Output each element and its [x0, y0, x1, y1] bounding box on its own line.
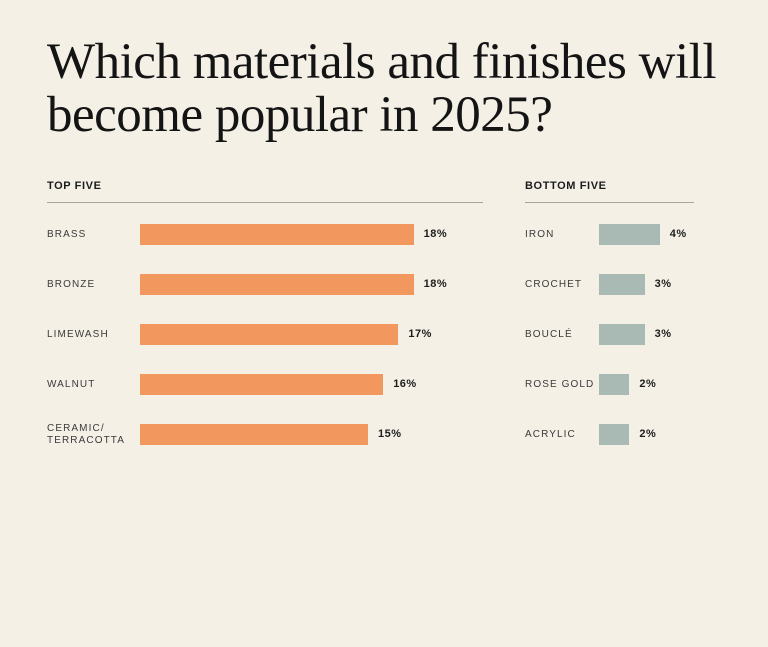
category-label: CROCHET	[525, 279, 583, 290]
category-label: BRONZE	[47, 279, 96, 290]
divider	[525, 202, 694, 203]
bar-row: BRASS 18%	[47, 224, 483, 250]
bar-row: BOUCLÉ 3%	[525, 324, 694, 350]
bar	[599, 274, 645, 295]
bar-row: ROSE GOLD 2%	[525, 374, 694, 400]
value-label: 15%	[378, 428, 402, 440]
category-label: ACRYLIC	[525, 429, 576, 440]
value-label: 17%	[408, 328, 432, 340]
bar	[599, 374, 630, 395]
value-label: 16%	[393, 378, 417, 390]
value-label: 2%	[639, 378, 657, 390]
category-label: IRON	[525, 229, 555, 240]
value-label: 2%	[639, 428, 657, 440]
bar-row: ACRYLIC 2%	[525, 424, 694, 450]
top-five-chart: TOP FIVE BRASS 18% BRONZE 18% LIMEWASH 17% WAL…	[47, 180, 483, 446]
bottom-five-heading: BOTTOM FIVE	[525, 180, 607, 192]
value-label: 18%	[423, 278, 448, 290]
page-title: Which materials and finishes will become…	[47, 34, 717, 143]
bar-row: CROCHET 3%	[525, 274, 694, 300]
category-label: LIMEWASH	[47, 329, 109, 340]
bar	[599, 324, 645, 345]
bar-row: WALNUT 16%	[47, 374, 483, 400]
bottom-five-chart: BOTTOM FIVE IRON 4% CROCHET 3% BOUCLÉ 3% ROSE …	[525, 180, 694, 445]
bar	[140, 274, 414, 295]
value-label: 3%	[654, 328, 672, 340]
divider	[47, 202, 483, 203]
value-label: 3%	[654, 278, 672, 290]
category-label: ROSE GOLD	[525, 379, 595, 390]
bar	[140, 224, 414, 245]
bar	[599, 424, 630, 445]
bar	[140, 324, 399, 345]
category-label: BOUCLÉ	[525, 329, 573, 340]
value-label: 4%	[669, 228, 687, 240]
bar-row: BRONZE 18%	[47, 274, 483, 300]
bar	[140, 424, 368, 445]
category-label: WALNUT	[47, 379, 96, 390]
bar	[599, 224, 660, 245]
bar	[140, 374, 384, 395]
value-label: 18%	[423, 228, 448, 240]
top-five-heading: TOP FIVE	[47, 180, 102, 192]
category-label: BRASS	[47, 229, 87, 240]
bar-row: CERAMIC/ TERRACOTTA 15%	[47, 423, 483, 450]
category-label: CERAMIC/ TERRACOTTA	[47, 423, 126, 446]
bar-row: IRON 4%	[525, 224, 694, 250]
bar-row: LIMEWASH 17%	[47, 324, 483, 350]
